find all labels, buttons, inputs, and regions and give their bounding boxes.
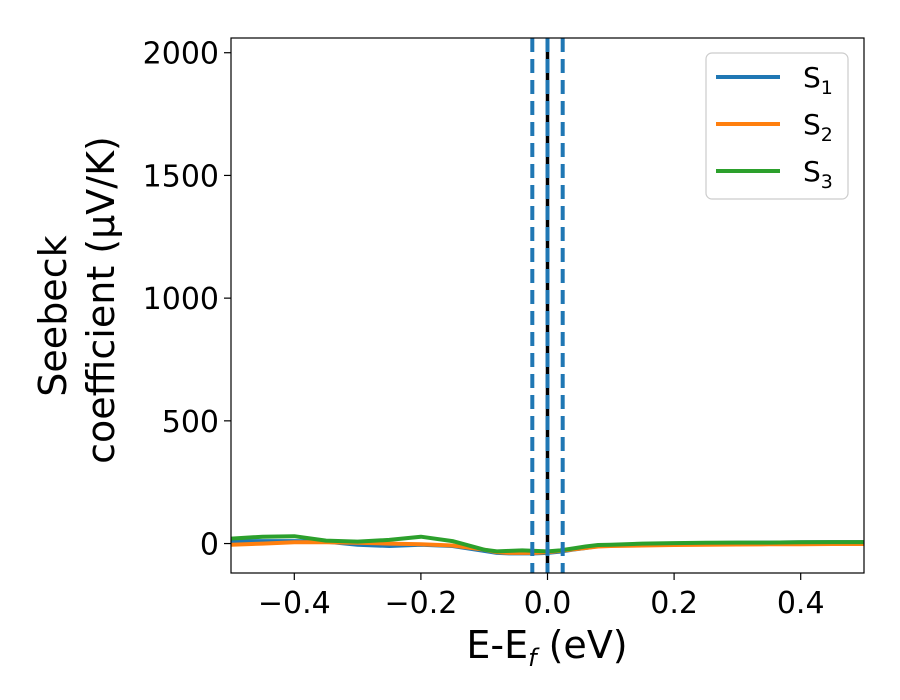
x-axis-title: E-Ef (eV) (466, 623, 627, 672)
x-tick-label: −0.2 (384, 586, 457, 621)
x-tick-label: 0.0 (524, 586, 572, 621)
y-axis-title-line1: Seebeck (31, 235, 75, 396)
x-axis-title-main: E-E (466, 623, 528, 667)
y-tick-label: 2000 (143, 37, 219, 72)
legend: S1 S2 S3 (705, 52, 849, 200)
x-axis-ticks: −0.4 −0.2 0.0 0.2 0.4 (258, 573, 825, 621)
reference-vlines (530, 38, 565, 573)
y-axis-ticks: 0 500 1000 1500 2000 (143, 37, 231, 563)
y-axis-title-line2: coefficient (μV/K) (79, 136, 123, 464)
y-tick-label: 0 (200, 528, 219, 563)
legend-label-2: S2 (803, 108, 833, 146)
legend-label-1: S1 (803, 61, 833, 99)
x-tick-label: 0.4 (777, 586, 825, 621)
legend-entries: S1 S2 S3 (716, 61, 833, 193)
legend-label-3: S3 (803, 155, 833, 193)
y-axis-title: Seebeck coefficient (μV/K) (31, 136, 123, 464)
y-tick-label: 1500 (143, 159, 219, 194)
x-tick-label: −0.4 (258, 586, 331, 621)
x-tick-label: 0.2 (650, 586, 698, 621)
y-tick-label: 500 (162, 405, 219, 440)
y-tick-label: 1000 (143, 282, 219, 317)
x-axis-title-suffix: (eV) (537, 623, 628, 667)
